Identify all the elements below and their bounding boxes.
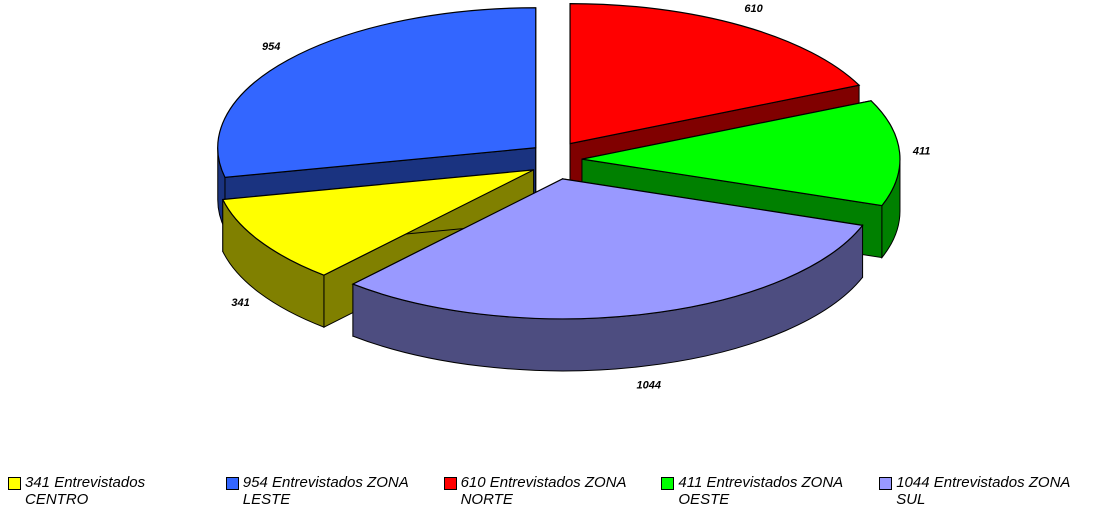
- legend-item: 610 Entrevistados ZONA NORTE: [443, 474, 662, 508]
- legend-swatch: [879, 477, 893, 490]
- slice: [581, 100, 901, 207]
- legend: 341 Entrevistados CENTRO 954 Entrevistado…: [8, 474, 1097, 508]
- data-label: 610: [744, 3, 763, 15]
- slice: [351, 178, 864, 372]
- legend-item: 954 Entrevistados ZONA LESTE: [225, 474, 444, 508]
- data-label: 341: [231, 297, 249, 309]
- legend-item: 411 Entrevistados ZONA OESTE: [661, 474, 879, 508]
- legend-swatch: [661, 477, 675, 490]
- data-label: 411: [912, 146, 931, 158]
- legend-label: 1044 Entrevistados ZONA SUL: [896, 474, 1070, 508]
- legend-label: 341 Entrevistados CENTRO: [25, 474, 146, 508]
- legend-item: 341 Entrevistados CENTRO: [8, 474, 226, 508]
- legend-swatch: [8, 477, 21, 490]
- chart: 341 954 610 411 1044: [217, 2, 931, 392]
- slice: [221, 169, 534, 276]
- legend-label: 954 Entrevistados ZONA LESTE: [242, 474, 409, 508]
- data-label: 1044: [637, 380, 661, 392]
- legend-swatch: [225, 477, 239, 490]
- data-label: 954: [262, 41, 280, 53]
- legend-label: 610 Entrevistados ZONA NORTE: [460, 474, 626, 508]
- legend-label: 411 Entrevistados ZONA OESTE: [678, 474, 843, 508]
- legend-item: 1044 Entrevistados ZONA SUL: [879, 474, 1097, 508]
- slice: [351, 178, 864, 320]
- slice: [217, 7, 537, 179]
- legend-swatch: [443, 477, 457, 490]
- slice: [569, 2, 861, 145]
